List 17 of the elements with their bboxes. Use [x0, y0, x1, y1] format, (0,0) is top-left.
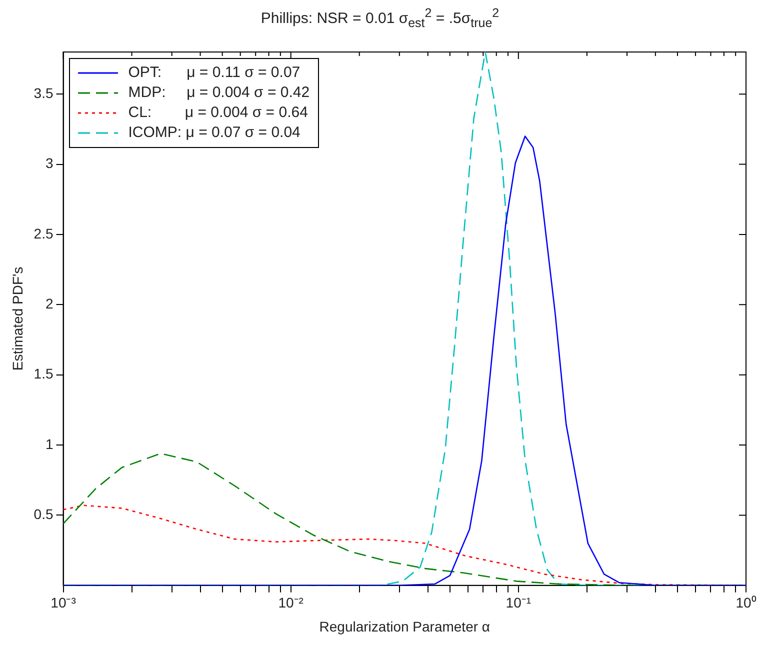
legend-label: OPT: μ = 0.11 σ = 0.07 [128, 63, 300, 83]
x-tick-label: 10⁻¹ [506, 594, 532, 611]
x-tick-label: 10⁻³ [50, 594, 76, 611]
x-axis-title: Regularization Parameter α [319, 618, 490, 634]
y-tick-label: 1 [45, 436, 54, 452]
y-tick-label: 3.5 [34, 84, 54, 101]
y-tick-label: 2.5 [34, 225, 54, 242]
x-tick-label: 10⁰ [736, 594, 756, 611]
legend-label: ICOMP: μ = 0.07 σ = 0.04 [128, 123, 300, 143]
legend-label: CL: μ = 0.004 σ = 0.64 [128, 103, 308, 123]
legend-label: MDP: μ = 0.004 σ = 0.42 [128, 83, 310, 103]
y-tick-label: 3 [45, 155, 54, 172]
y-tick-label: 1.5 [34, 366, 54, 382]
y-tick-label: 0.5 [34, 506, 54, 522]
x-tick-label: 10⁻² [278, 594, 304, 611]
y-axis-title: Estimated PDF's [9, 266, 26, 371]
y-tick-label: 2 [45, 296, 54, 312]
